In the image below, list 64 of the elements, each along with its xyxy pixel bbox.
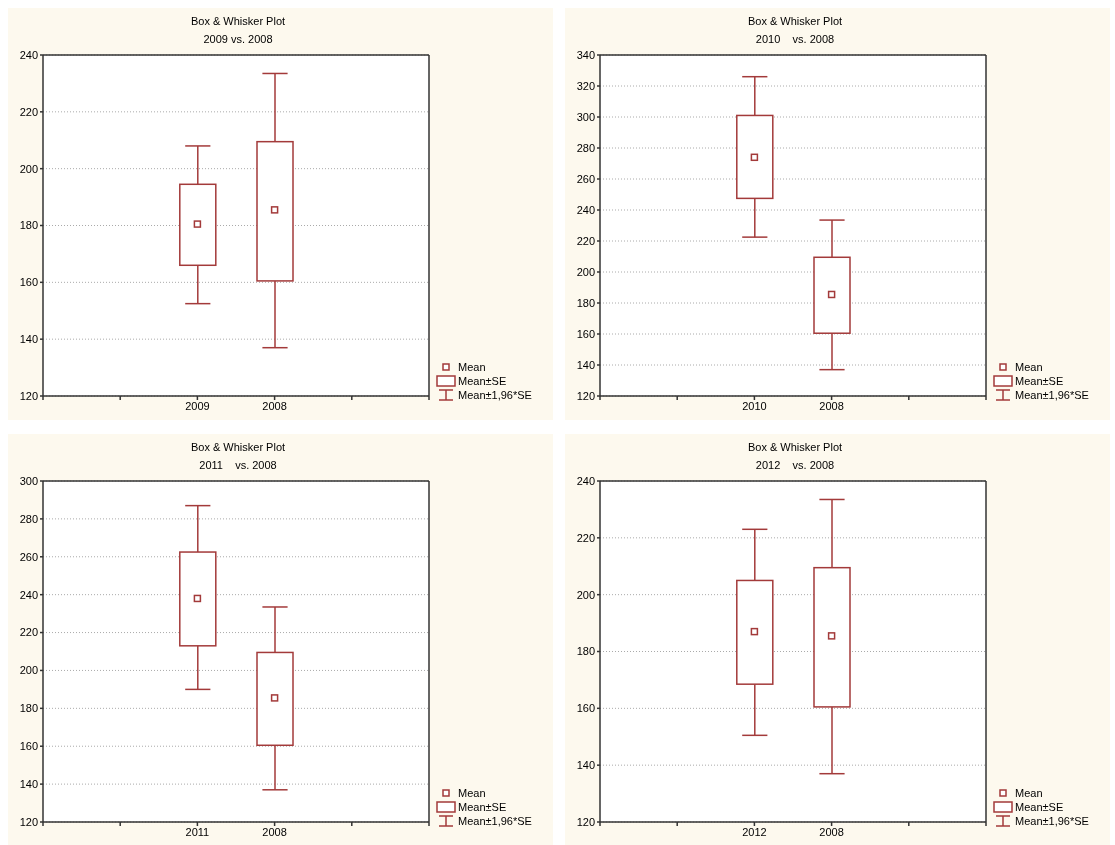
y-tick-label: 160: [576, 702, 595, 715]
x-tick-label: 2012: [742, 825, 767, 838]
x-tick-label: 2011: [185, 825, 210, 838]
chart-subtitle: 2012 vs. 2008: [754, 458, 836, 473]
y-tick-label: 200: [19, 162, 38, 175]
text: Mean±1,96*SE: [458, 815, 532, 827]
y-tick-label: 240: [576, 203, 595, 216]
y-tick-label: 300: [576, 110, 595, 123]
x-tick-label: 2008: [819, 399, 844, 412]
chart-subtitle: 2009 vs. 2008: [202, 32, 274, 47]
text: Mean±SE: [458, 801, 507, 813]
y-tick-label: 280: [576, 141, 595, 154]
y-tick-label: 240: [576, 474, 595, 487]
x-tick-label: 2008: [819, 825, 844, 838]
y-tick-label: 120: [576, 815, 595, 828]
y-tick-label: 140: [19, 333, 38, 346]
text: Mean±1,96*SE: [1015, 815, 1089, 827]
text: Mean±1,96*SE: [458, 389, 532, 401]
y-tick-label: 280: [19, 512, 38, 525]
chart-title: Box & Whisker Plot: [746, 440, 844, 455]
x-tick-label: 2008: [262, 399, 287, 412]
y-tick-label: 300: [19, 474, 38, 487]
y-tick-label: 220: [19, 105, 38, 118]
y-tick-label: 220: [576, 531, 595, 544]
y-tick-label: 120: [19, 815, 38, 828]
y-tick-label: 220: [576, 234, 595, 247]
y-tick-label: 200: [576, 265, 595, 278]
y-tick-label: 140: [19, 778, 38, 791]
y-tick-label: 180: [576, 645, 595, 658]
y-tick-label: 140: [576, 358, 595, 371]
y-tick-label: 320: [576, 79, 595, 92]
y-tick-label: 180: [19, 702, 38, 715]
x-tick-label: 2008: [262, 825, 287, 838]
y-tick-label: 140: [576, 759, 595, 772]
text: Mean±SE: [1015, 375, 1064, 387]
text: Mean±SE: [1015, 801, 1064, 813]
chart-title: Box & Whisker Plot: [189, 14, 287, 29]
chart-subtitle: 2011 vs. 2008: [198, 458, 278, 473]
text: Mean±SE: [458, 375, 507, 387]
y-tick-label: 160: [19, 276, 38, 289]
y-tick-label: 240: [19, 588, 38, 601]
y-tick-label: 240: [19, 48, 38, 61]
text: Mean: [458, 361, 486, 373]
text: Mean: [1015, 787, 1043, 799]
y-tick-label: 160: [19, 740, 38, 753]
x-tick-label: 2010: [742, 399, 767, 412]
y-tick-label: 200: [576, 588, 595, 601]
x-tick-label: 2009: [185, 399, 210, 412]
y-tick-label: 260: [19, 550, 38, 563]
text: Mean±1,96*SE: [1015, 389, 1089, 401]
y-tick-label: 180: [19, 219, 38, 232]
y-tick-label: 160: [576, 327, 595, 340]
chart-subtitle: 2010 vs. 2008: [754, 32, 836, 47]
y-tick-label: 220: [19, 626, 38, 639]
y-tick-label: 120: [19, 389, 38, 402]
text: Mean: [1015, 361, 1043, 373]
chart-title: Box & Whisker Plot: [189, 440, 287, 455]
y-tick-label: 180: [576, 296, 595, 309]
chart-title: Box & Whisker Plot: [746, 14, 844, 29]
y-tick-label: 340: [576, 48, 595, 61]
text: Mean: [458, 787, 486, 799]
y-tick-label: 260: [576, 172, 595, 185]
y-tick-label: 200: [19, 664, 38, 677]
y-tick-label: 120: [576, 389, 595, 402]
